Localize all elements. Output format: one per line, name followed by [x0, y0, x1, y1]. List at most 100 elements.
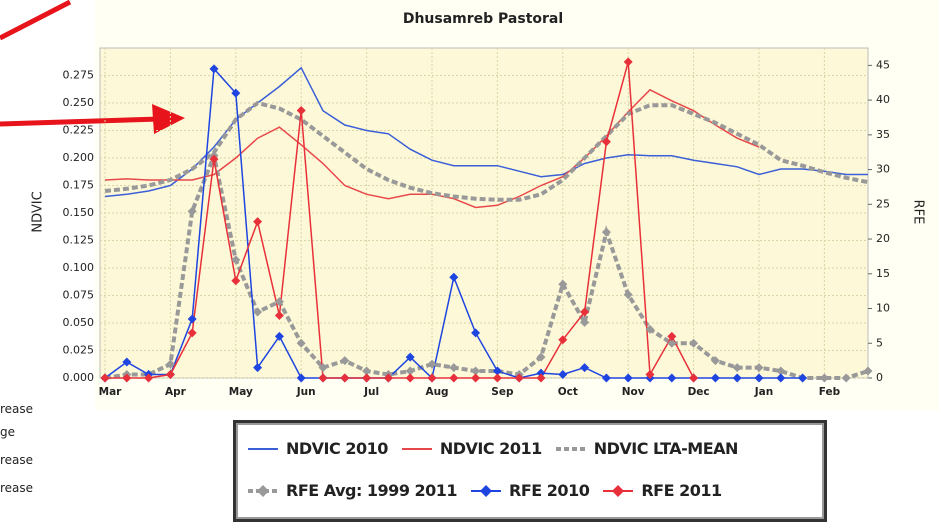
marker [253, 217, 263, 227]
marker [296, 338, 306, 348]
legend-label: RFE 2011 [641, 481, 722, 500]
y-tick-label: 0.075 [63, 289, 95, 302]
marker [689, 338, 699, 348]
marker [122, 373, 132, 383]
legend-item: NDVIC 2011 [400, 439, 542, 458]
marker [667, 373, 677, 383]
legend-row: NDVIC 2010 NDVIC 2011 NDVIC LTA-MEAN [246, 439, 738, 458]
marker [449, 363, 459, 373]
marker [296, 106, 306, 116]
legend-row: RFE Avg: 1999 2011 RFE 2010 RFE 2011 [246, 481, 722, 500]
marker [558, 335, 568, 345]
marker [471, 373, 481, 383]
series-line [104, 100, 869, 202]
arrow [0, 116, 161, 127]
marker [514, 373, 524, 383]
x-tick-label: May [229, 386, 253, 398]
legend-label: NDVIC 2011 [439, 439, 542, 458]
y2-tick-label: 5 [876, 336, 883, 349]
legend-item: RFE 2011 [601, 481, 722, 500]
marker [383, 373, 393, 383]
marker [667, 338, 677, 348]
x-tick-label: Jul [363, 386, 379, 398]
y2-tick-label: 35 [876, 128, 890, 141]
y-tick-label: 0.100 [63, 261, 95, 274]
legend-label: RFE Avg: 1999 2011 [286, 481, 458, 500]
marker [144, 373, 154, 383]
marker [471, 328, 481, 338]
marker [362, 373, 372, 383]
marker [122, 357, 132, 367]
series-line [104, 88, 760, 209]
y-tick-label: 0.125 [63, 234, 95, 247]
y2-tick-label: 15 [876, 267, 890, 280]
marker [623, 373, 633, 383]
y-tick-label: 0.175 [63, 179, 95, 192]
marker [405, 373, 415, 383]
marker [274, 331, 284, 341]
marker [819, 373, 829, 383]
marker [580, 307, 590, 317]
marker [580, 317, 590, 327]
marker [536, 368, 546, 378]
x-tick-label: Oct [558, 386, 578, 398]
legend-marker [480, 484, 493, 497]
marker [427, 373, 437, 383]
marker [318, 363, 328, 373]
marker [732, 363, 742, 373]
x-tick-label: Jan [754, 386, 773, 398]
arrow [0, 0, 72, 41]
marker [187, 206, 197, 216]
y2-tick-label: 45 [876, 58, 890, 71]
y-tick-label: 0.025 [63, 344, 95, 357]
x-tick-label: Mar [99, 386, 123, 398]
side-label: rease [0, 453, 34, 467]
marker [623, 290, 633, 300]
marker [318, 373, 328, 383]
marker [536, 373, 546, 383]
chart-title: Dhusamreb Pastoral [403, 11, 563, 27]
x-tick-label: Aug [425, 386, 448, 398]
marker [362, 366, 372, 376]
marker [165, 370, 175, 380]
y-tick-label: 0.000 [63, 371, 95, 384]
legend-swatch [603, 484, 634, 497]
y2-tick-label: 10 [876, 302, 890, 315]
y2-tick-label: 0 [876, 371, 883, 384]
legend-item: NDVIC 2010 [246, 439, 388, 458]
marker [427, 359, 437, 369]
marker [689, 373, 699, 383]
annotation-arrows [0, 0, 185, 134]
marker [601, 373, 611, 383]
y-tick-label: 0.250 [63, 96, 95, 109]
marker [231, 88, 241, 98]
legend-swatch [471, 484, 502, 497]
x-tick-label: Feb [819, 386, 841, 398]
y-tick-label: 0.150 [63, 206, 95, 219]
marker [558, 370, 568, 380]
marker [667, 331, 677, 341]
marker [492, 373, 502, 383]
side-label: ge [0, 425, 15, 439]
y2-tick-label: 30 [876, 163, 890, 176]
legend-label: NDVIC LTA-MEAN [593, 439, 739, 458]
marker [798, 373, 808, 383]
marker [732, 373, 742, 383]
x-tick-label: Jun [296, 386, 316, 398]
legend-swatch [248, 484, 278, 497]
marker [601, 137, 611, 147]
y2-tick-label: 40 [876, 93, 890, 106]
marker [187, 328, 197, 338]
legend-swatch [248, 447, 278, 450]
marker [645, 370, 655, 380]
marker [209, 64, 219, 74]
legend-item: NDVIC LTA-MEAN [554, 439, 738, 458]
marker [623, 57, 633, 67]
marker [558, 279, 568, 289]
legend-swatch [401, 447, 432, 450]
marker [841, 373, 851, 383]
marker [776, 366, 786, 376]
y-tick-label: 0.050 [63, 316, 95, 329]
marker [449, 272, 459, 282]
